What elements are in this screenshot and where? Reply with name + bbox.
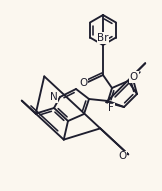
Text: O: O <box>118 151 126 161</box>
Text: O: O <box>130 72 138 82</box>
Text: O: O <box>79 78 87 88</box>
Text: N: N <box>50 92 58 102</box>
Text: Br: Br <box>97 33 109 43</box>
Text: F: F <box>108 103 114 113</box>
